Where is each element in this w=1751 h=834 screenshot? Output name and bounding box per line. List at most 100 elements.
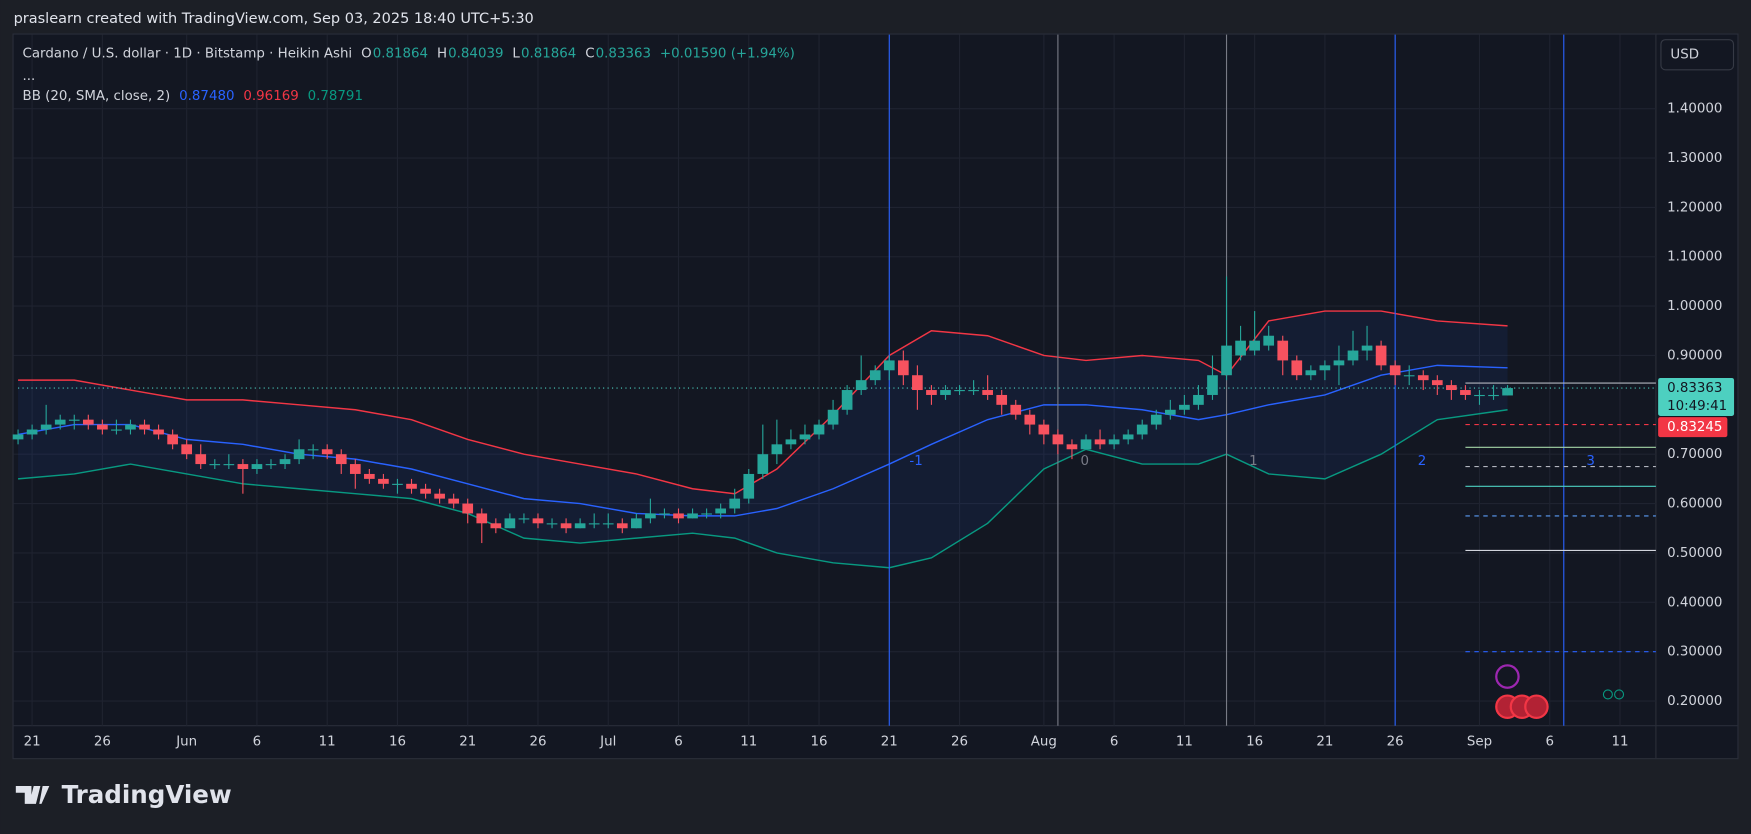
time-zone-label: 3	[1586, 454, 1595, 469]
candle-body	[335, 454, 347, 465]
candle-body	[771, 444, 783, 455]
candle-body	[1164, 409, 1176, 415]
candle-body	[757, 454, 769, 474]
candle-body	[954, 390, 965, 392]
candle-body	[715, 508, 726, 514]
candle-body	[420, 488, 431, 494]
candle-body	[1474, 394, 1485, 397]
candle-body	[97, 424, 108, 430]
y-tick-label: 0.50000	[1667, 546, 1722, 561]
candle-body	[181, 444, 193, 455]
candle-body	[532, 518, 544, 524]
last-price-box	[1658, 378, 1735, 416]
candle-body	[504, 518, 516, 529]
candle-body	[1417, 375, 1429, 381]
candle-body	[673, 513, 684, 519]
y-tick-label: 1.20000	[1667, 200, 1722, 215]
x-tick-label: 21	[459, 734, 476, 749]
candle-body	[68, 419, 80, 421]
x-tick-label: 11	[1611, 734, 1628, 749]
more: ...	[23, 69, 36, 84]
y-tick-label: 1.10000	[1667, 250, 1722, 265]
credit: praslearn created with TradingView.com, …	[14, 11, 534, 27]
candle-body	[111, 429, 122, 431]
candle-body	[588, 523, 600, 525]
candle-body	[82, 419, 94, 425]
candle-body	[1291, 360, 1303, 376]
candle-body	[26, 429, 38, 435]
candle-body	[1389, 365, 1401, 376]
candle-body	[560, 523, 572, 529]
indicator-label: BB (20, SMA, close, 2)	[23, 89, 171, 104]
candle-body	[1460, 390, 1471, 395]
time-zone-label: 0	[1080, 454, 1089, 469]
logo-mark	[15, 785, 50, 804]
x-tick-label: 6	[674, 734, 683, 749]
candle-body	[1108, 439, 1120, 445]
event-icons	[1495, 664, 1625, 720]
candle-body	[349, 464, 361, 474]
candle-body	[1024, 414, 1036, 425]
candle-body	[54, 419, 66, 425]
currency-button[interactable]	[1660, 39, 1735, 71]
ohlc-key: H	[437, 47, 447, 62]
candle-body	[490, 523, 502, 529]
candle-body	[1263, 335, 1275, 346]
candle-body	[1207, 375, 1218, 395]
candle-body	[195, 454, 207, 465]
change: +0.01590 (+1.94%)	[660, 47, 795, 62]
x-tick-label: 11	[740, 734, 757, 749]
candle-body	[434, 493, 445, 499]
x-tick-label: 16	[1246, 734, 1263, 749]
candle-body	[125, 424, 136, 430]
candle-body	[897, 360, 909, 376]
logo: TradingView	[15, 780, 232, 809]
candle-body	[237, 464, 249, 470]
candle-body	[1277, 340, 1289, 361]
ohlc-value: 0.83363	[596, 47, 651, 62]
indicator-value: 0.96169	[243, 89, 298, 104]
candle-body	[251, 464, 263, 470]
candle-body	[293, 449, 305, 460]
chart-frame	[12, 33, 1739, 760]
candle-body	[616, 523, 628, 529]
candle-body	[1403, 375, 1415, 377]
event-icon[interactable]	[1495, 664, 1520, 689]
x-tick-label: 26	[94, 734, 111, 749]
y-tick-label: 0.70000	[1667, 447, 1722, 462]
candle-body	[1150, 414, 1162, 425]
x-tick-label: 6	[253, 734, 262, 749]
candle-body	[265, 464, 277, 466]
candle-body	[855, 380, 867, 391]
candle-body	[476, 513, 488, 524]
x-tick-label: 21	[1316, 734, 1333, 749]
candle-body	[139, 424, 150, 430]
x-tick-label: 11	[1176, 734, 1193, 749]
candle-body	[1361, 345, 1373, 351]
candle-body	[1080, 439, 1092, 450]
candle-body	[729, 498, 741, 509]
candle-body	[279, 459, 291, 465]
candle-body	[1319, 365, 1331, 371]
candle-body	[1038, 424, 1050, 435]
candle-body	[996, 394, 1008, 405]
y-tick-label: 0.30000	[1667, 645, 1722, 660]
candle-body	[813, 424, 825, 435]
x-tick-label: 26	[529, 734, 546, 749]
event-icon[interactable]	[1524, 694, 1549, 720]
candle-body	[1446, 385, 1457, 391]
candle-body	[307, 449, 319, 451]
x-tick-label: Aug	[1031, 734, 1057, 749]
candle-body	[209, 464, 221, 466]
candle-body	[321, 449, 333, 455]
candle-body	[1431, 380, 1443, 386]
candle-body	[167, 434, 178, 445]
candle-body	[1502, 388, 1513, 396]
band-middle	[17, 364, 1508, 517]
time-zone-label: 1	[1249, 454, 1258, 469]
x-tick-label: 16	[811, 734, 828, 749]
candle-body	[1221, 345, 1232, 376]
x-tick-label: 16	[389, 734, 406, 749]
